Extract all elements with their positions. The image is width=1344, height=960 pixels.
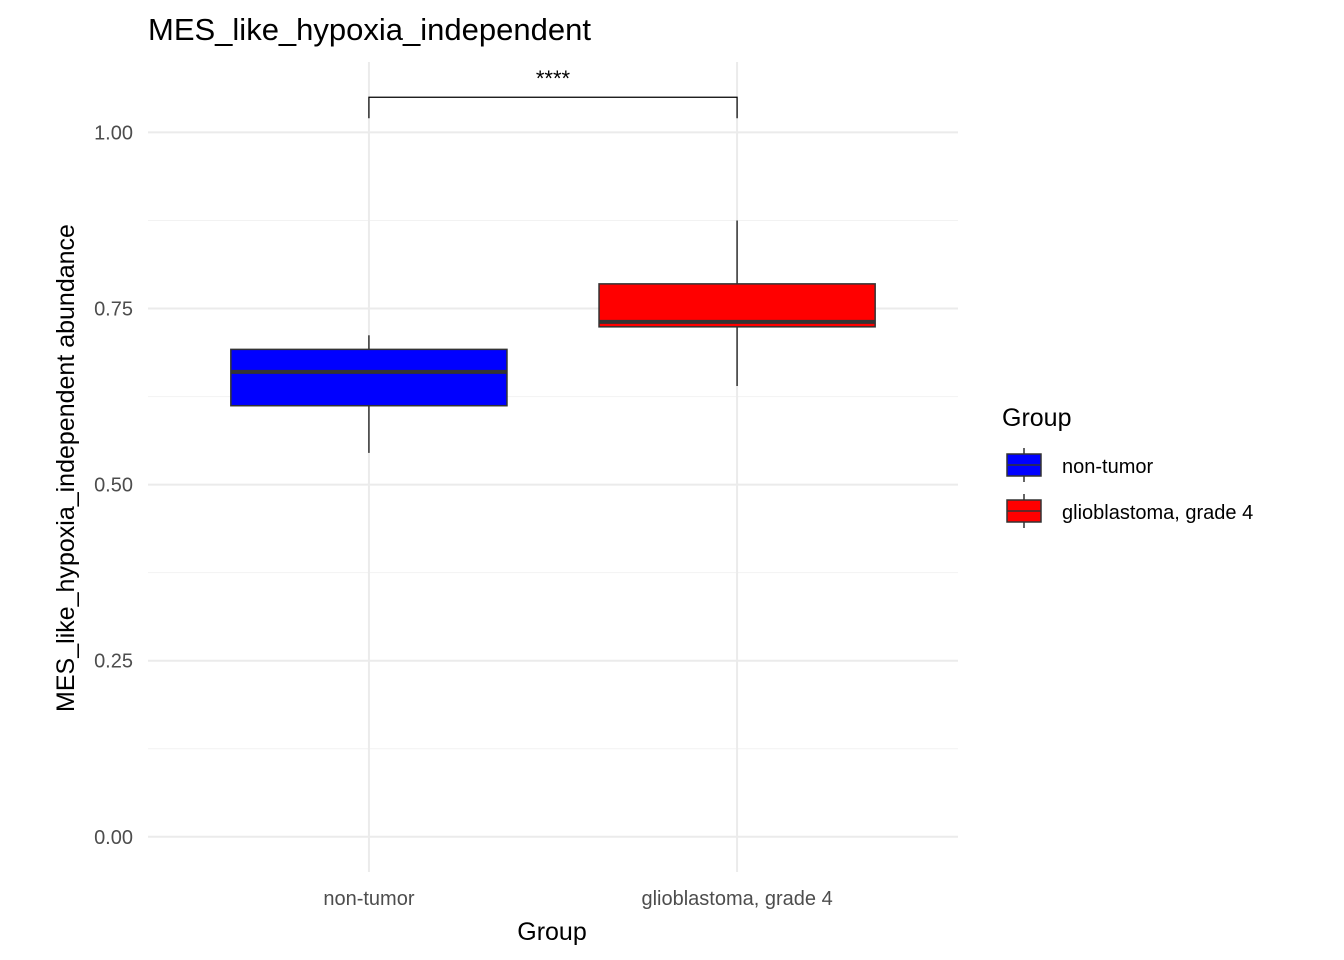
y-tick-label: 1.00 [94, 122, 133, 144]
y-axis-title: MES_like_hypoxia_independent abundance [52, 224, 80, 712]
box-body [598, 283, 876, 328]
major-gridlines [148, 62, 958, 872]
significance-bracket-line [368, 96, 738, 119]
legend: Group non-tumor glioblastoma, grade 4 [1002, 404, 1253, 528]
x-axis-title: Group [517, 918, 586, 946]
box-non-tumor [230, 335, 508, 453]
x-tick-label: non-tumor [323, 888, 414, 910]
box-body [230, 348, 508, 407]
y-tick-label: 0.50 [94, 475, 133, 497]
y-tick-label: 0.75 [94, 299, 133, 321]
significance-bracket: **** [368, 66, 738, 119]
chart-title: MES_like_hypoxia_independent [148, 12, 591, 47]
x-tick-label: glioblastoma, grade 4 [641, 888, 832, 910]
y-tick-label: 0.00 [94, 827, 133, 849]
x-tick-labels: non-tumor glioblastoma, grade 4 [323, 888, 832, 910]
y-tick-label: 0.25 [94, 651, 133, 673]
legend-entry: glioblastoma, grade 4 [1006, 494, 1253, 528]
box-glioblastoma-grade-4 [598, 220, 876, 386]
legend-title: Group [1002, 404, 1071, 432]
legend-entries: non-tumor glioblastoma, grade 4 [1006, 448, 1253, 528]
significance-label: **** [536, 66, 571, 91]
legend-label: glioblastoma, grade 4 [1062, 502, 1253, 524]
legend-label: non-tumor [1062, 456, 1153, 478]
plot-panel: **** [148, 62, 958, 872]
y-tick-labels: 0.00 0.25 0.50 0.75 1.00 [94, 122, 133, 848]
boxes [230, 220, 876, 453]
legend-entry: non-tumor [1006, 448, 1153, 482]
